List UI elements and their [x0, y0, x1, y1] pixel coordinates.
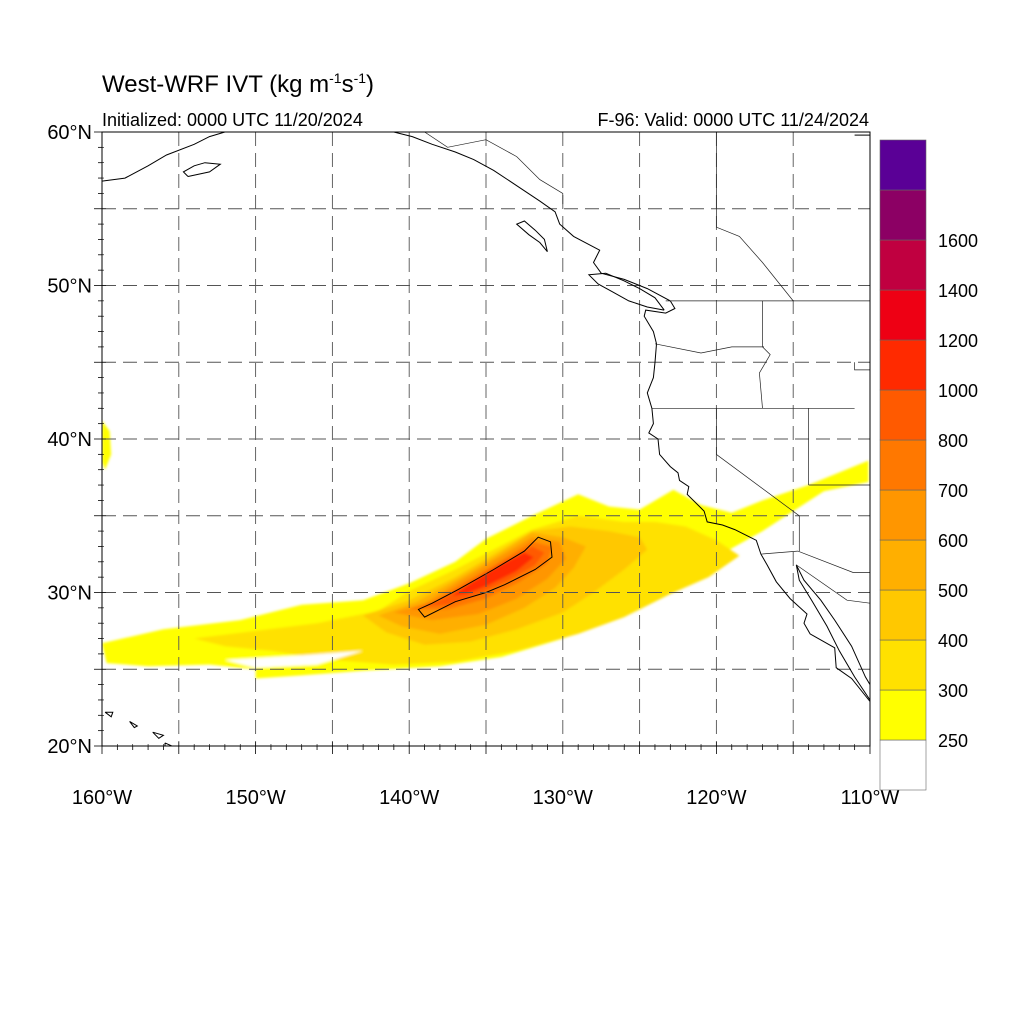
colorbar-swatch	[879, 739, 927, 791]
ivt-band-1000	[452, 552, 534, 596]
border-wa-or	[654, 343, 764, 354]
colorbar-swatch	[879, 139, 927, 191]
colorbar-swatch	[879, 639, 927, 691]
colorbar-label: 600	[938, 531, 968, 551]
lat-label: 30°N	[47, 583, 92, 605]
coastline-hawaii	[104, 711, 114, 718]
lat-lon-grid	[102, 132, 870, 746]
lon-label: 120°W	[686, 787, 746, 809]
colorbar-swatch	[879, 189, 927, 241]
ivt-patch-north	[102, 420, 112, 470]
lat-label: 20°N	[47, 736, 92, 758]
lat-label: 60°N	[47, 122, 92, 144]
lat-label: 40°N	[47, 429, 92, 451]
axis-ticks	[94, 131, 871, 754]
colorbar-swatch	[879, 539, 927, 591]
colorbar-label: 300	[938, 681, 968, 701]
colorbar-label: 250	[938, 731, 968, 751]
ivt-field	[102, 420, 869, 679]
coastline-vancouver-island	[587, 272, 665, 311]
coastline-alaska-west	[102, 132, 226, 182]
colorbar-label: 1400	[938, 281, 978, 301]
ivt-1000-contour	[417, 536, 553, 618]
map-title: West-WRF IVT (kg m-1s-1)	[102, 70, 375, 98]
colorbar-swatch	[879, 689, 927, 741]
lon-label: 150°W	[225, 787, 285, 809]
lat-label: 50°N	[47, 276, 92, 298]
coastlines	[102, 132, 870, 746]
border-bc-ak	[424, 132, 564, 205]
colorbar-swatch	[879, 589, 927, 641]
coastline-hawaii-4	[164, 742, 174, 746]
border-us-mexico	[760, 550, 870, 573]
axis-labels: 20°N 30°N 40°N 50°N 60°N 160°W 150°W 140°W 130°W…	[47, 122, 899, 809]
colorbar-swatch	[879, 389, 927, 441]
colorbar-label: 400	[938, 631, 968, 651]
colorbar-label: 1600	[938, 231, 978, 251]
colorbar-swatch	[879, 239, 927, 291]
border-bc-ab	[716, 132, 794, 302]
border-sonora	[796, 564, 870, 604]
ivt-gap	[224, 650, 364, 668]
colorbar-label: 1000	[938, 381, 978, 401]
lon-label: 140°W	[379, 787, 439, 809]
init-time-label: Initialized: 0000 UTC 11/20/2024	[102, 110, 363, 130]
coastline-north-america	[795, 564, 870, 701]
colorbar-swatch	[879, 339, 927, 391]
colorbar-label: 700	[938, 481, 968, 501]
valid-time-label: F-96: Valid: 0000 UTC 11/24/2024	[597, 110, 870, 130]
colorbar-swatch	[879, 489, 927, 541]
colorbar-label: 1200	[938, 331, 978, 351]
lon-label: 130°W	[533, 787, 593, 809]
colorbar-swatch	[879, 289, 927, 341]
coastline-haida-gwaii	[515, 220, 548, 253]
lon-label: 110°W	[841, 787, 900, 809]
border-idaho	[759, 300, 771, 409]
border-ca-nv	[716, 408, 800, 552]
coastline-hawaii-2	[129, 720, 139, 729]
colorbar-swatch	[879, 439, 927, 491]
colorbar: 250 300 400 500 600 700 800 1000 1200 1400 1600	[879, 139, 978, 791]
coastline-kodiak	[182, 162, 222, 177]
colorbar-label: 500	[938, 581, 968, 601]
colorbar-label: 800	[938, 431, 968, 451]
coastline-hawaii-3	[152, 731, 165, 739]
border-mt-id	[854, 362, 870, 371]
lon-label: 160°W	[72, 787, 132, 809]
